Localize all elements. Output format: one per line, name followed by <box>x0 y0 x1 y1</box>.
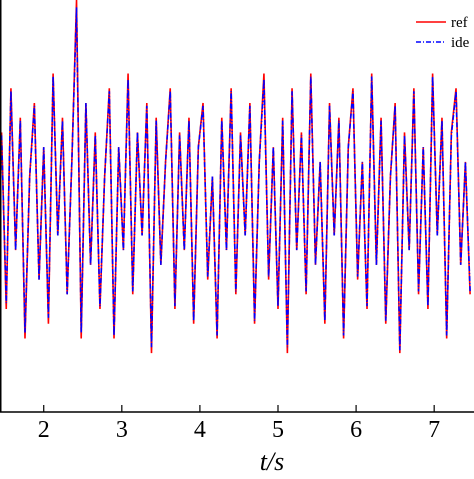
x-tick-label: 4 <box>194 417 206 443</box>
x-tick-label: 3 <box>116 417 128 443</box>
legend-label: ide <box>451 35 470 51</box>
x-axis-label: t/s <box>260 447 285 474</box>
x-tick-label: 7 <box>428 417 440 443</box>
x-tick-label: 5 <box>272 417 284 443</box>
x-tick-label: 6 <box>350 417 362 443</box>
series-line <box>0 7 471 351</box>
x-tick-label: 2 <box>38 417 50 443</box>
legend-label: ref <box>451 15 468 31</box>
